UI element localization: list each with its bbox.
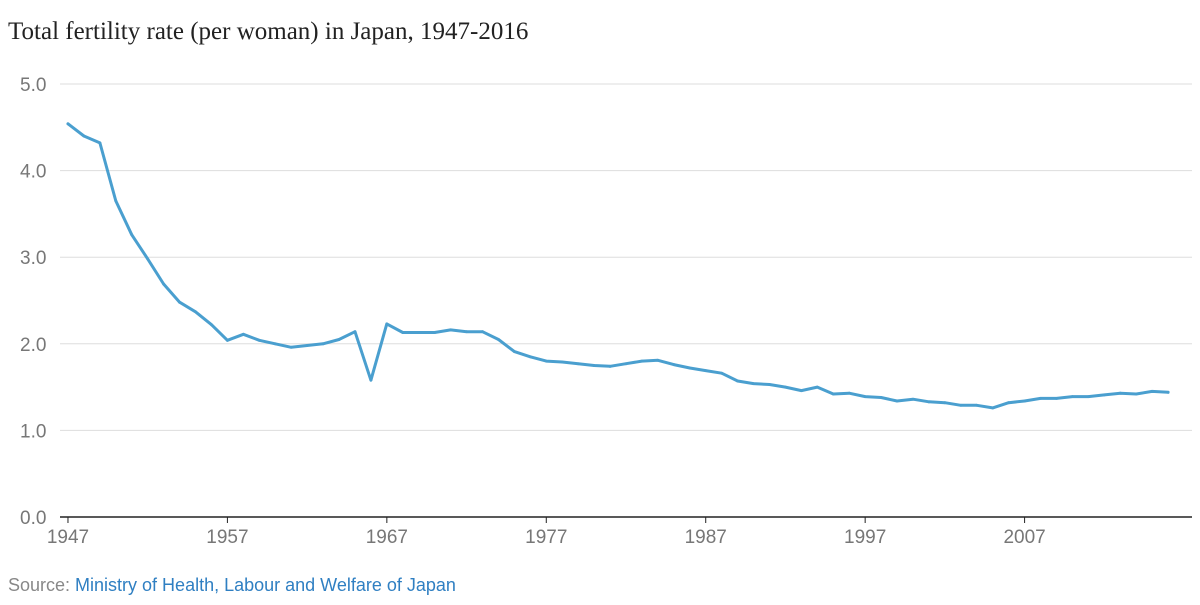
- data-point: [831, 392, 835, 396]
- source-link[interactable]: Ministry of Health, Labour and Welfare o…: [75, 575, 456, 595]
- source-prefix: Source:: [8, 575, 76, 595]
- data-point: [847, 391, 851, 395]
- data-point: [241, 332, 245, 336]
- data-point: [1102, 393, 1106, 397]
- data-point: [226, 338, 229, 342]
- data-point: [98, 141, 102, 145]
- data-point: [385, 322, 389, 326]
- data-point: [895, 399, 899, 403]
- data-point: [1134, 392, 1138, 396]
- data-point: [879, 396, 883, 399]
- data-point: [497, 338, 500, 341]
- x-tick-label: 1977: [525, 527, 567, 548]
- data-point: [257, 338, 261, 342]
- y-tick-label: 5.0: [20, 75, 46, 96]
- data-point: [66, 122, 70, 126]
- data-point: [1071, 395, 1074, 399]
- data-point: [688, 366, 692, 370]
- data-point: [162, 282, 166, 286]
- data-point: [528, 355, 532, 359]
- x-tick-label: 1987: [685, 527, 727, 548]
- data-point: [799, 389, 803, 392]
- data-point: [704, 369, 708, 373]
- source-line: Source: Ministry of Health, Labour and W…: [8, 575, 456, 596]
- data-point: [449, 328, 453, 332]
- data-point: [768, 383, 771, 386]
- data-point: [959, 403, 963, 407]
- x-tick-label: 2007: [1003, 527, 1045, 548]
- data-point: [1055, 396, 1058, 400]
- data-point: [640, 359, 644, 363]
- x-tick-label: 1947: [47, 527, 89, 548]
- y-tick-label: 4.0: [20, 162, 46, 183]
- data-point: [337, 338, 341, 341]
- data-point: [194, 310, 197, 314]
- series-line: [66, 122, 1170, 410]
- data-point: [1086, 395, 1090, 399]
- data-point: [720, 371, 724, 375]
- data-point: [512, 350, 516, 353]
- data-point: [975, 403, 979, 407]
- x-tick-label: 1967: [366, 527, 408, 548]
- data-point: [991, 406, 995, 410]
- y-axis-labels: 0.0 1.0 2.0 3.0 4.0 5.0: [20, 75, 46, 529]
- data-point: [369, 378, 373, 382]
- data-point: [863, 395, 867, 399]
- data-point: [1118, 391, 1122, 395]
- data-point: [927, 400, 931, 404]
- data-point: [321, 342, 325, 346]
- data-point: [576, 362, 580, 366]
- x-axis-ticks: [67, 517, 1026, 523]
- data-point: [82, 134, 86, 138]
- data-point: [465, 330, 468, 334]
- data-point: [736, 379, 740, 383]
- data-point: [210, 323, 213, 327]
- data-point: [672, 363, 676, 366]
- y-tick-label: 0.0: [20, 508, 46, 529]
- data-point: [752, 382, 755, 386]
- data-point: [146, 257, 150, 261]
- series-layer: [66, 122, 1170, 410]
- data-point: [1023, 399, 1026, 403]
- data-point: [433, 331, 437, 334]
- y-tick-label: 3.0: [20, 248, 46, 269]
- data-point: [114, 199, 118, 203]
- data-point: [1166, 390, 1170, 394]
- data-point: [273, 342, 277, 346]
- data-point: [784, 385, 787, 389]
- x-tick-label: 1997: [844, 527, 886, 548]
- y-tick-label: 2.0: [20, 335, 46, 356]
- data-point: [943, 401, 947, 405]
- data-point: [289, 345, 293, 349]
- data-point: [130, 233, 134, 237]
- data-point: [608, 364, 612, 368]
- data-point: [1039, 396, 1042, 400]
- y-tick-label: 1.0: [20, 421, 46, 442]
- data-point: [815, 385, 819, 389]
- data-point: [481, 330, 484, 334]
- x-tick-label: 1957: [206, 527, 248, 548]
- x-axis-labels: 1947 1957 1967 1977 1987 1997 2007: [47, 527, 1046, 548]
- chart-area: 0.01.02.03.04.05.0 1947 1957 1967 1977 1987 1…: [20, 75, 1192, 548]
- data-point: [1007, 401, 1011, 405]
- data-point: [1150, 390, 1154, 393]
- data-point: [305, 344, 309, 347]
- data-point: [560, 360, 564, 364]
- data-point: [911, 397, 915, 401]
- data-point: [544, 359, 548, 363]
- data-point: [624, 362, 628, 366]
- data-point: [353, 330, 357, 334]
- data-point: [417, 331, 421, 334]
- data-point: [656, 358, 660, 362]
- gridlines: [60, 83, 1192, 431]
- data-point: [178, 300, 181, 304]
- chart-title: Total fertility rate (per woman) in Japa…: [8, 18, 529, 45]
- data-point: [592, 364, 596, 367]
- data-point: [401, 331, 405, 334]
